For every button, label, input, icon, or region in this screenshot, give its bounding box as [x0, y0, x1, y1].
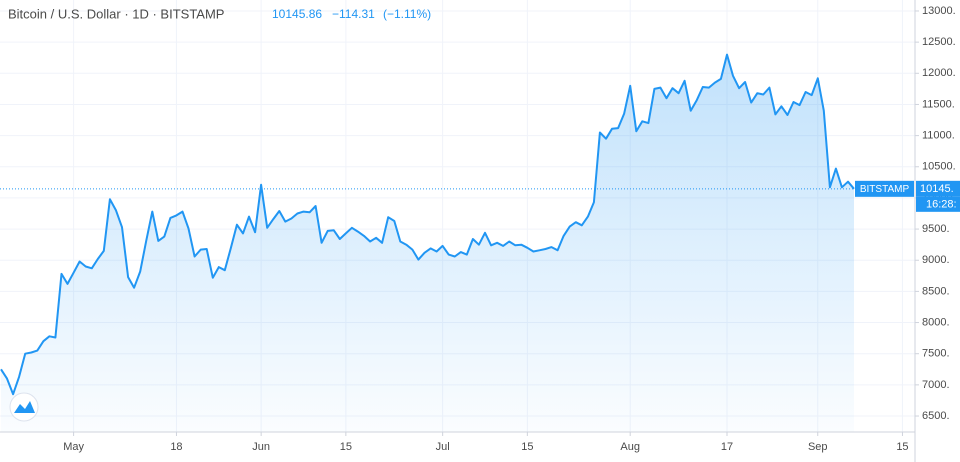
y-tick-label: 7000. — [922, 379, 950, 391]
x-tick-label: 15 — [896, 441, 908, 453]
price-change-pct: (−1.11%) — [383, 7, 431, 21]
x-tick-label: 18 — [170, 441, 182, 453]
y-tick-label: 6500. — [922, 410, 950, 422]
x-tick-label: 15 — [521, 441, 533, 453]
last-price: 10145.86 — [272, 7, 322, 21]
countdown-label: 16:28: — [926, 199, 957, 211]
price-tag-label: 10145. — [920, 183, 954, 195]
series-tag-label: BITSTAMP — [860, 184, 910, 195]
x-tick-label: Jun — [252, 441, 270, 453]
y-tick-label: 10500. — [922, 161, 956, 173]
y-tick-label: 7500. — [922, 348, 950, 360]
x-tick-label: Sep — [808, 441, 828, 453]
countdown-tag — [916, 196, 960, 212]
y-tick-label: 11500. — [922, 98, 955, 110]
y-tick-label: 13000. — [922, 5, 956, 17]
price-line — [0, 53, 855, 396]
y-tick-label: 12500. — [922, 36, 956, 48]
x-tick-label: 17 — [721, 441, 733, 453]
area-fill — [1, 54, 854, 432]
logo[interactable] — [9, 392, 39, 422]
series-tag — [855, 180, 914, 197]
x-tick-label: Jul — [436, 441, 450, 453]
x-tick-label: 15 — [340, 441, 352, 453]
y-tick-label: 8000. — [922, 316, 950, 328]
y-tick-label: 9500. — [922, 223, 950, 235]
y-tick-label: 9000. — [922, 254, 950, 266]
y-tick-label: 8500. — [922, 285, 950, 297]
symbol-title: Bitcoin / U.S. Dollar · 1D · BITSTAMP — [8, 6, 224, 21]
y-tick-label: 11000. — [922, 130, 955, 142]
x-tick-label: May — [63, 441, 84, 453]
price-change: −114.31 — [332, 7, 375, 21]
price-tag — [916, 180, 960, 197]
x-tick-label: Aug — [620, 441, 640, 453]
y-tick-label: 12000. — [922, 67, 956, 79]
